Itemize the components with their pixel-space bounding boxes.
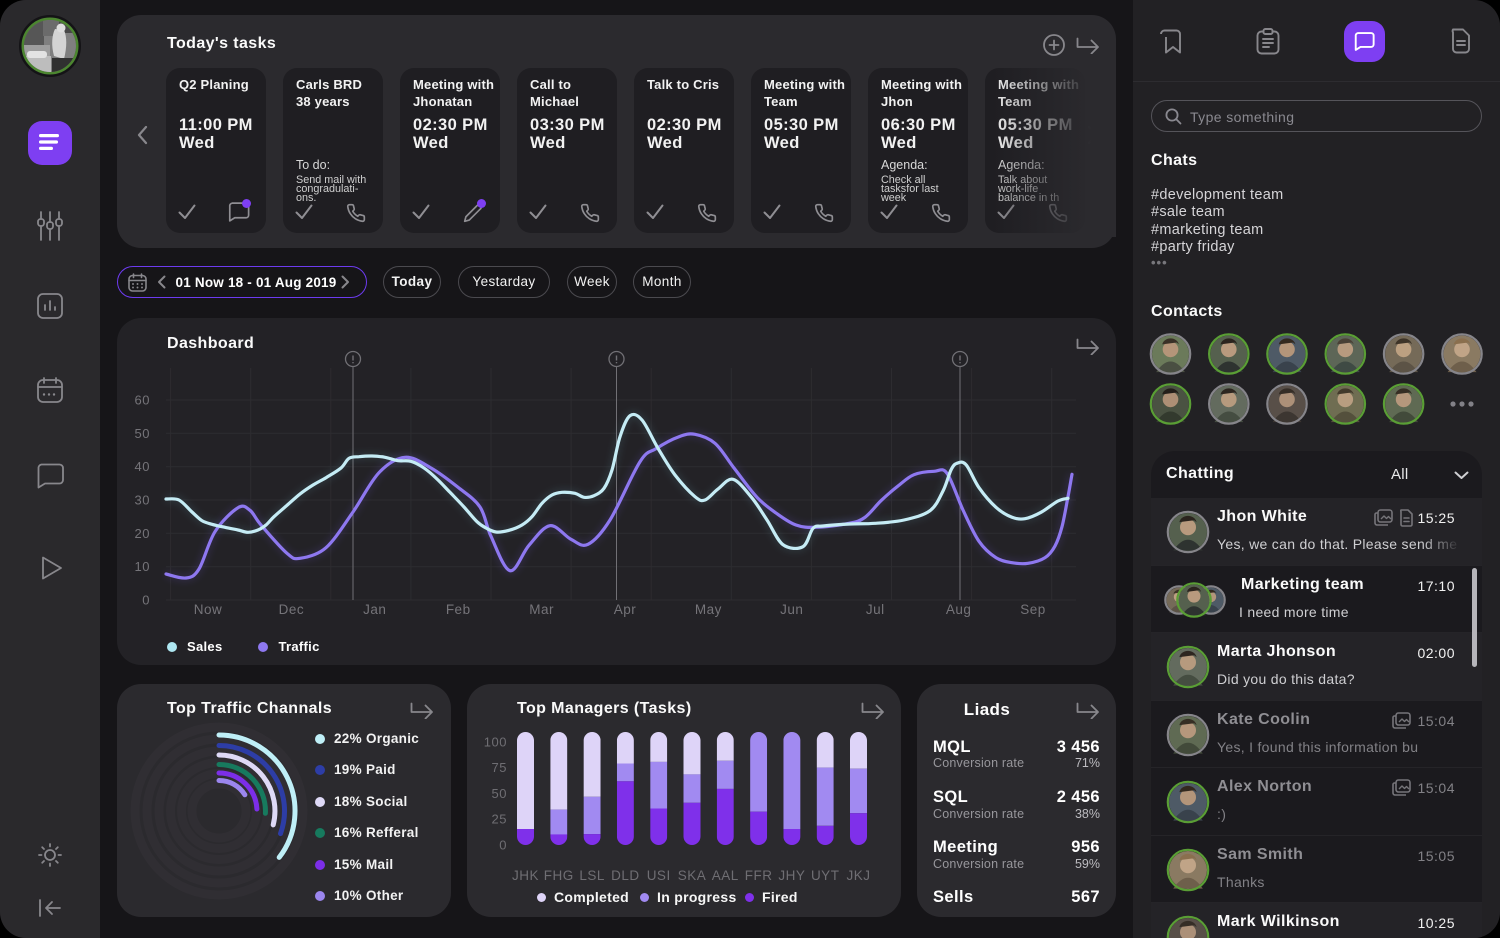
svg-text:Jul: Jul xyxy=(866,602,885,617)
svg-text:Sep: Sep xyxy=(1020,602,1046,617)
svg-text:Jan: Jan xyxy=(363,602,386,617)
svg-text:LSL: LSL xyxy=(579,868,605,883)
svg-text:AAL: AAL xyxy=(712,868,739,883)
svg-text:Now: Now xyxy=(194,602,223,617)
svg-text:Aug: Aug xyxy=(946,602,972,617)
svg-text:Mar: Mar xyxy=(529,602,554,617)
svg-text:DLD: DLD xyxy=(611,868,640,883)
svg-text:40: 40 xyxy=(135,459,150,474)
svg-text:May: May xyxy=(695,602,722,617)
svg-text:Feb: Feb xyxy=(446,602,471,617)
svg-text:0: 0 xyxy=(499,837,507,852)
svg-text:0: 0 xyxy=(142,593,150,608)
svg-text:20: 20 xyxy=(135,526,150,541)
svg-text:25: 25 xyxy=(492,812,507,827)
svg-text:FFR: FFR xyxy=(745,868,773,883)
svg-text:Jun: Jun xyxy=(780,602,803,617)
svg-text:JKJ: JKJ xyxy=(846,868,870,883)
svg-text:JHY: JHY xyxy=(778,868,805,883)
svg-text:FHG: FHG xyxy=(544,868,574,883)
svg-text:USI: USI xyxy=(647,868,671,883)
svg-text:50: 50 xyxy=(135,426,150,441)
svg-text:Apr: Apr xyxy=(614,602,637,617)
svg-text:100: 100 xyxy=(484,735,507,750)
svg-text:30: 30 xyxy=(135,493,150,508)
svg-text:UYT: UYT xyxy=(811,868,840,883)
svg-text:Dec: Dec xyxy=(279,602,305,617)
svg-text:10: 10 xyxy=(135,559,150,574)
svg-text:50: 50 xyxy=(492,786,507,801)
svg-text:75: 75 xyxy=(492,760,507,775)
svg-text:SKA: SKA xyxy=(678,868,707,883)
svg-text:60: 60 xyxy=(135,393,150,408)
svg-text:JHK: JHK xyxy=(512,868,539,883)
